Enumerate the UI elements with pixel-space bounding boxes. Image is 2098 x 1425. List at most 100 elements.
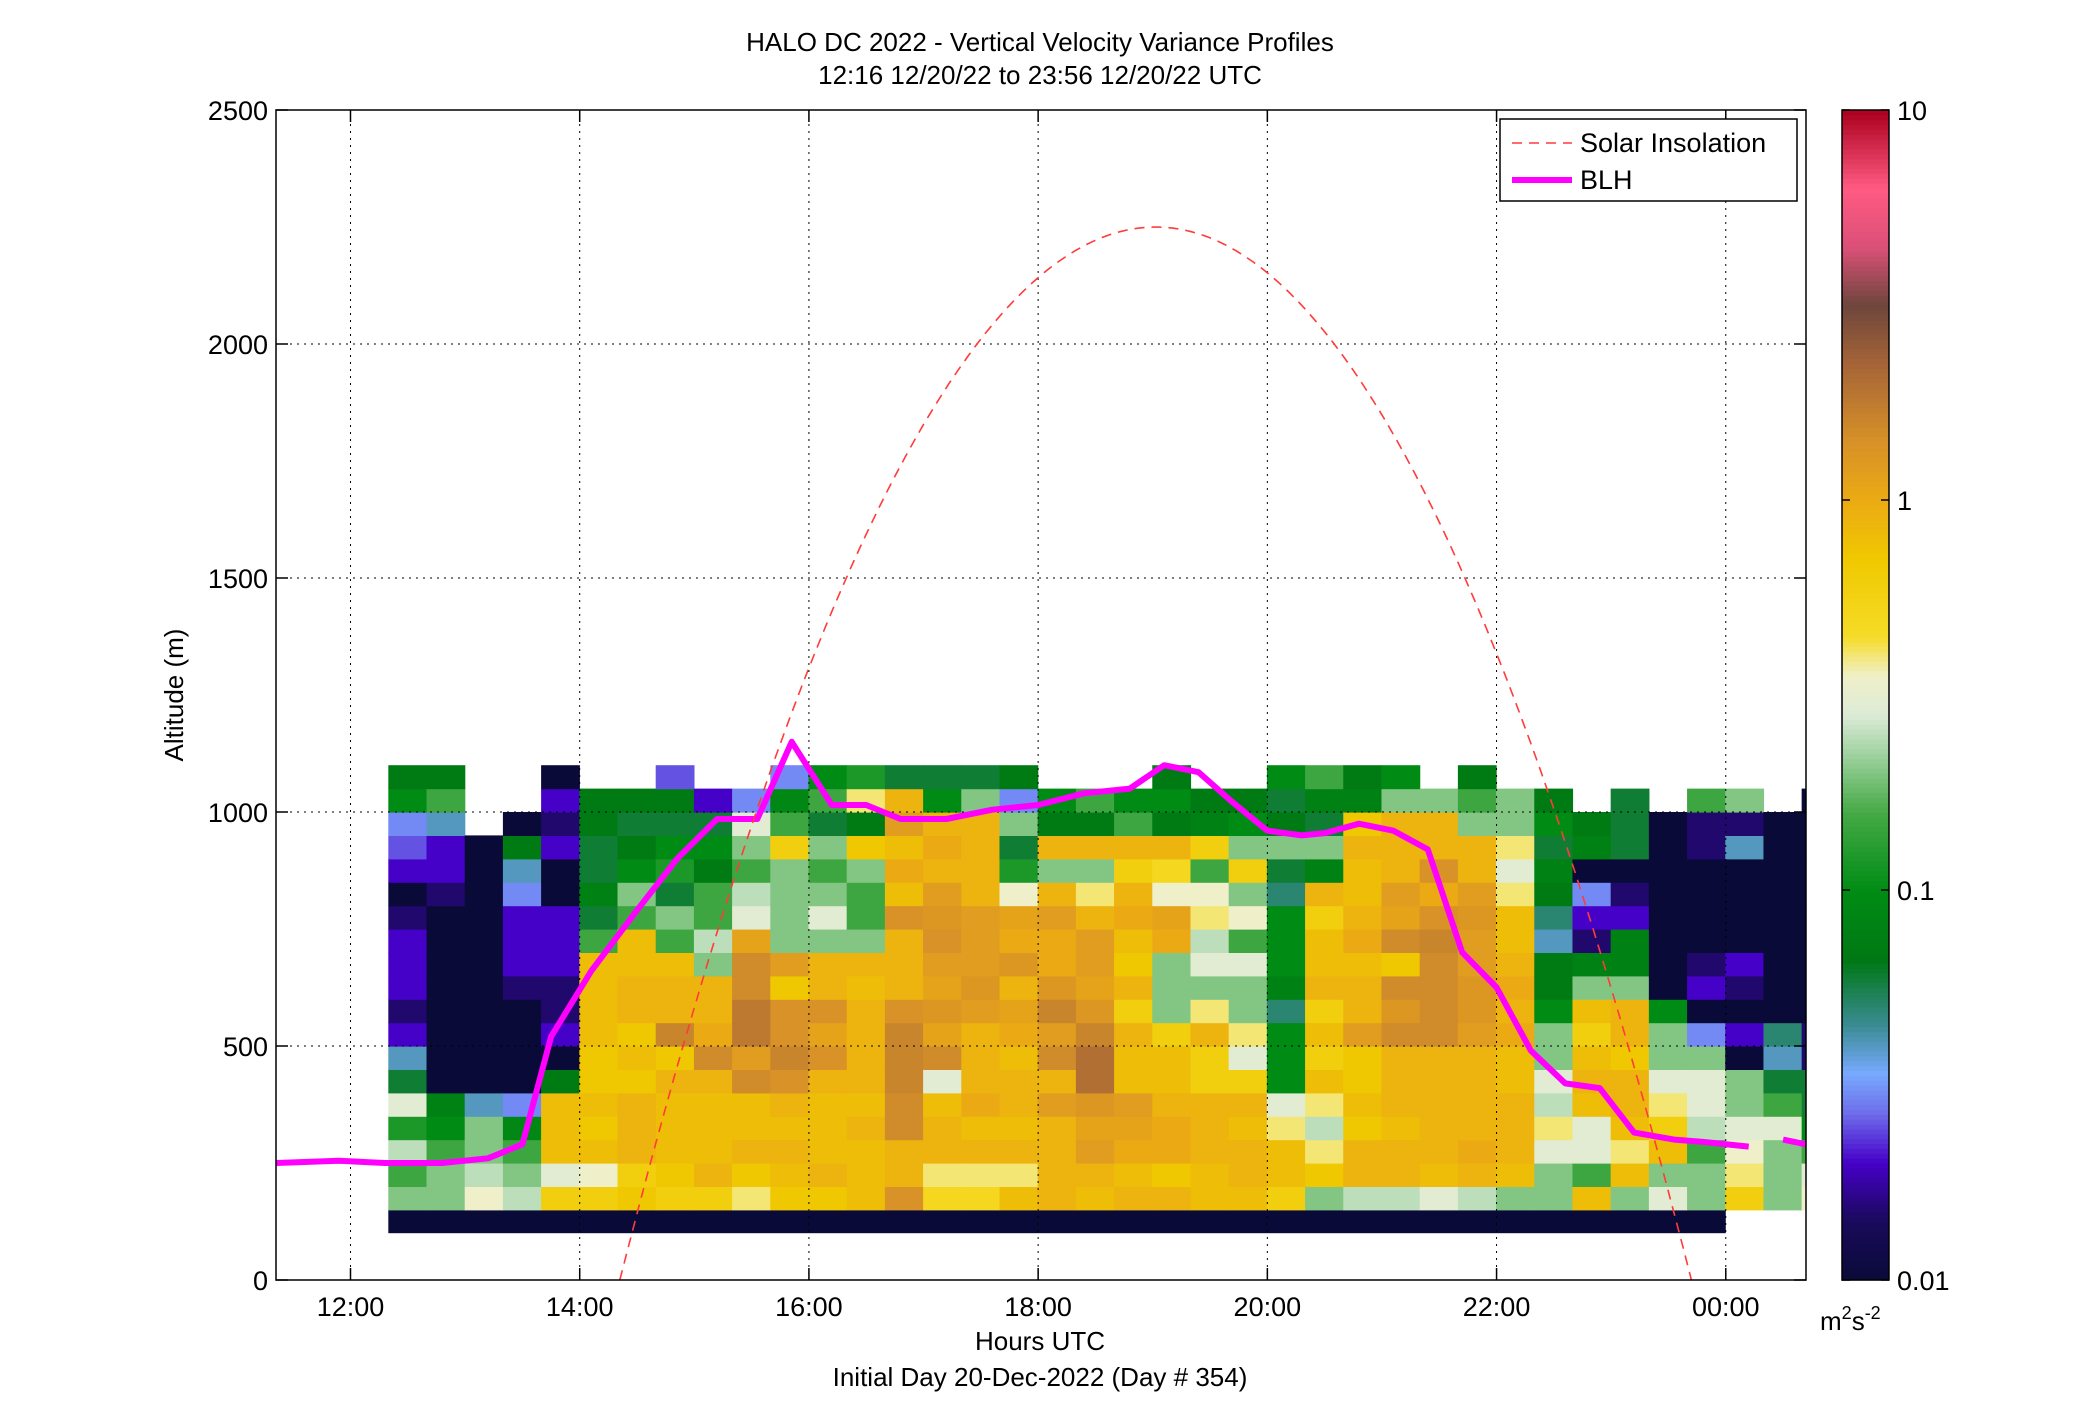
- heatmap-cell: [808, 952, 848, 977]
- heatmap-cell: [1152, 1139, 1192, 1164]
- heatmap-cell: [923, 929, 962, 953]
- colorbar-segment: [1842, 217, 1889, 223]
- heatmap-cell: [770, 1163, 810, 1187]
- heatmap-cell: [1763, 975, 1803, 1000]
- colorbar-segment: [1842, 1085, 1889, 1091]
- ground-row-cell: [388, 1209, 1726, 1234]
- heatmap-cell: [617, 975, 657, 1000]
- heatmap-cell: [655, 999, 695, 1024]
- heatmap-cell: [1190, 812, 1230, 836]
- heatmap-cell: [1687, 1163, 1726, 1187]
- heatmap-cell: [1114, 858, 1153, 883]
- colorbar-segment: [1842, 972, 1889, 979]
- y-tick-label: 1000: [208, 798, 268, 828]
- heatmap-cell: [388, 1139, 428, 1164]
- colorbar-segment: [1842, 909, 1889, 915]
- heatmap-cell: [1496, 835, 1535, 860]
- heatmap-cell: [1381, 1116, 1421, 1141]
- colorbar-segment: [1842, 646, 1889, 652]
- heatmap-cell: [770, 975, 810, 1000]
- heatmap-cell: [923, 975, 962, 1000]
- colorbar-segment: [1842, 192, 1889, 199]
- colorbar-segment: [1842, 1128, 1889, 1135]
- heatmap-cell: [732, 1139, 771, 1164]
- colorbar-segment: [1842, 119, 1889, 126]
- heatmap-cell: [617, 1069, 657, 1094]
- heatmap-cell: [1648, 1069, 1688, 1094]
- colorbar-segment: [1842, 353, 1889, 360]
- heatmap-cell: [732, 1069, 771, 1094]
- heatmap-cell: [1534, 1092, 1574, 1117]
- x-tick-label: 18:00: [1004, 1292, 1072, 1322]
- heatmap-cell: [999, 1163, 1039, 1187]
- heatmap-cell: [1419, 1022, 1459, 1047]
- heatmap-cell: [1037, 1186, 1077, 1211]
- colorbar-segment: [1842, 441, 1889, 447]
- colorbar-segment: [1842, 1148, 1889, 1154]
- heatmap-cell: [1457, 1139, 1497, 1164]
- colorbar-segment: [1842, 485, 1889, 491]
- colorbar-segment: [1842, 870, 1889, 876]
- heatmap-cell: [1457, 1022, 1497, 1047]
- heatmap-cell: [1152, 1022, 1192, 1047]
- heatmap-cell: [1534, 975, 1574, 1000]
- colorbar-segment: [1842, 1114, 1889, 1120]
- heatmap-cell: [808, 1069, 848, 1094]
- heatmap-cell: [1610, 1139, 1650, 1164]
- heatmap-cell: [770, 1092, 810, 1117]
- colorbar-tick-label: 0.01: [1897, 1266, 1950, 1296]
- heatmap-cell: [579, 1163, 619, 1187]
- heatmap-cell: [1610, 1069, 1650, 1094]
- colorbar-segment: [1842, 1250, 1889, 1257]
- colorbar-segment: [1842, 924, 1889, 930]
- heatmap-cell: [388, 812, 428, 836]
- colorbar-segment: [1842, 188, 1889, 194]
- colorbar-segment: [1842, 461, 1889, 467]
- heatmap-cell: [1266, 1022, 1306, 1047]
- heatmap-cell: [999, 1116, 1039, 1141]
- heatmap-cell: [388, 788, 428, 813]
- heatmap-cell: [1190, 1186, 1230, 1211]
- heatmap-cell: [1266, 765, 1306, 790]
- colorbar-segment: [1842, 261, 1889, 267]
- colorbar-segment: [1842, 738, 1889, 745]
- heatmap-cell: [1152, 858, 1192, 883]
- heatmap-cell: [961, 999, 1001, 1024]
- heatmap-cell: [693, 952, 733, 977]
- colorbar-segment: [1842, 256, 1889, 262]
- colorbar-segment: [1842, 285, 1889, 291]
- heatmap-cell: [1610, 999, 1650, 1024]
- heatmap-cell: [464, 1046, 504, 1070]
- colorbar-segment: [1842, 685, 1889, 691]
- heatmap-cell: [1381, 999, 1421, 1024]
- heatmap-cell: [1457, 1092, 1497, 1117]
- heatmap-cell: [426, 1116, 466, 1141]
- heatmap-cell: [1534, 882, 1574, 907]
- heatmap-cell: [961, 1069, 1001, 1094]
- heatmap-cell: [693, 1163, 733, 1187]
- colorbar-segment: [1842, 695, 1889, 701]
- heatmap-cell: [846, 858, 886, 883]
- heatmap-cell: [1266, 882, 1306, 907]
- heatmap-cell: [846, 929, 886, 953]
- heatmap-cell: [579, 1069, 619, 1094]
- heatmap-cell: [1419, 1139, 1459, 1164]
- heatmap-cell: [1305, 882, 1344, 907]
- heatmap-cell: [1648, 812, 1688, 836]
- colorbar-segment: [1842, 968, 1889, 974]
- colorbar-segment: [1842, 1187, 1889, 1193]
- heatmap-cell: [464, 999, 504, 1024]
- colorbar-segment: [1842, 1265, 1889, 1271]
- heatmap-cell: [426, 1163, 466, 1187]
- heatmap-cell: [1610, 1022, 1650, 1047]
- heatmap-cell: [1037, 1022, 1077, 1047]
- colorbar-segment: [1842, 319, 1889, 326]
- heatmap-cell: [502, 952, 542, 977]
- heatmap-cell: [808, 905, 848, 930]
- y-axis-label: Altitude (m): [159, 629, 189, 762]
- colorbar-segment: [1842, 270, 1889, 277]
- heatmap-cell: [884, 929, 924, 953]
- colorbar-segment: [1842, 149, 1889, 155]
- heatmap-cell: [1305, 952, 1344, 977]
- heatmap-cell: [655, 1116, 695, 1141]
